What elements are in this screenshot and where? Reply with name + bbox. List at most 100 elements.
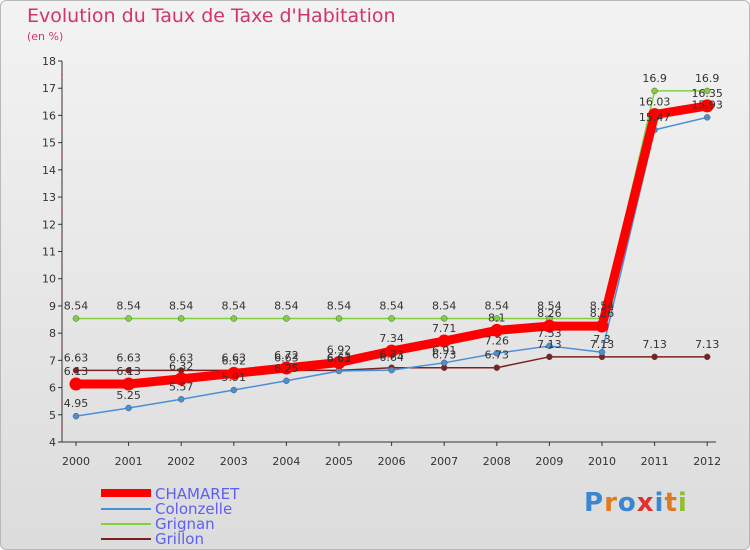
proxiti-logo: Proxiti [584,488,688,518]
data-point-chamaret [279,361,293,375]
data-label-colonzelle: 6.61 [327,352,352,365]
data-point-grignan [388,315,395,322]
data-label-colonzelle: 5.25 [116,389,141,402]
legend-label-chamaret: CHAMARET [155,485,240,503]
data-label-grignan: 8.54 [327,299,352,312]
data-point-grillon [651,353,658,361]
y-tick-label: 4 [49,436,56,449]
x-tick-label: 2005 [325,455,353,468]
legend-label-grillon: Grillon [155,530,204,548]
y-tick-label: 6 [49,382,56,395]
x-tick-label: 2006 [378,455,406,468]
y-minor-tick [61,291,63,294]
data-point-colonzelle [493,350,501,357]
data-point-grignan [440,315,448,322]
data-label-colonzelle: 7.3 [593,333,611,346]
data-label-colonzelle: 4.95 [64,397,89,410]
y-tick-label: 5 [49,409,56,422]
y-tick-label: 18 [42,55,56,68]
data-point-colonzelle [72,412,80,420]
data-label-chamaret: 6.13 [116,365,141,378]
y-tick-label: 17 [42,82,56,95]
data-label-colonzelle: 7.26 [485,334,510,347]
data-point-grignan [335,315,343,322]
data-label-grillon: 6.73 [432,349,457,362]
y-tick-label: 10 [42,273,56,286]
x-tick-label: 2008 [483,455,511,468]
data-point-chamaret [490,323,504,337]
y-minor-tick [61,209,63,212]
y-minor-tick [61,182,63,185]
y-minor-tick [61,128,63,130]
data-label-grillon: 7.13 [537,338,562,351]
data-point-grillon [125,367,132,374]
data-point-colonzelle [177,396,185,403]
data-label-grignan: 8.54 [379,299,404,312]
y-tick-label: 11 [42,246,56,259]
data-point-colonzelle [230,386,238,394]
x-tick-label: 2010 [588,455,616,468]
x-tick-label: 2012 [693,455,721,468]
data-label-grignan: 8.54 [64,299,89,312]
y-minor-tick [61,427,63,430]
data-point-colonzelle [388,366,395,374]
y-axis-unit-label: (en %) [27,30,64,43]
data-point-colonzelle [283,377,290,385]
data-label-grignan: 8.54 [432,299,457,312]
y-minor-tick [61,345,63,348]
data-label-grillon: 6.63 [222,351,247,364]
data-point-colonzelle [703,114,711,121]
data-label-colonzelle: 6.91 [432,344,457,357]
data-label-chamaret: 7.34 [379,332,404,345]
data-point-chamaret [385,344,399,358]
data-point-grignan [177,315,185,322]
data-label-chamaret: 16.03 [639,96,671,109]
y-tick-label: 13 [42,191,56,204]
data-label-chamaret: 16.35 [691,87,723,100]
data-point-grillon [703,353,711,361]
y-minor-tick [61,100,63,103]
data-label-colonzelle: 6.25 [274,362,299,375]
data-label-chamaret: 6.52 [222,354,247,367]
legend-label-colonzelle: Colonzelle [155,500,233,518]
data-point-colonzelle [598,348,606,356]
data-label-chamaret: 6.32 [169,360,194,373]
data-point-chamaret [648,108,662,122]
data-point-chamaret [700,99,714,113]
data-label-chamaret: 8.26 [537,307,562,320]
y-minor-tick [61,236,63,239]
y-tick-label: 16 [42,109,56,122]
y-minor-tick [61,73,63,76]
chart-title: Evolution du Taux de Taxe d'Habitation [27,5,396,27]
data-point-colonzelle [546,342,553,350]
data-point-chamaret [174,372,188,386]
y-minor-tick [61,264,63,267]
data-point-grillon [72,367,80,374]
data-point-grignan [125,315,132,322]
data-label-grillon: 7.13 [642,338,667,351]
y-minor-tick [61,155,63,158]
y-tick-label: 14 [42,164,56,177]
y-tick-label: 12 [42,218,56,231]
data-label-colonzelle: 15.93 [691,98,723,111]
data-label-grignan: 8.54 [485,299,510,312]
y-tick-label: 8 [49,327,56,340]
data-point-grillon [493,364,501,371]
legend-swatch-grillon [101,538,151,540]
data-label-grignan: 8.54 [537,299,562,312]
data-point-chamaret [227,366,241,380]
data-label-grignan: 8.54 [116,299,141,312]
legend-swatch-chamaret [101,489,151,497]
x-tick-label: 2003 [220,455,248,468]
data-label-grillon: 6.63 [116,351,141,364]
x-tick-label: 2007 [430,455,458,468]
x-tick-label: 2001 [115,455,143,468]
data-label-grignan: 8.54 [274,299,299,312]
data-label-grillon: 6.63 [327,351,352,364]
data-point-grignan [283,315,290,322]
x-tick-label: 2000 [62,455,90,468]
data-label-grillon: 6.63 [274,351,299,364]
data-label-colonzelle: 5.91 [222,371,247,384]
